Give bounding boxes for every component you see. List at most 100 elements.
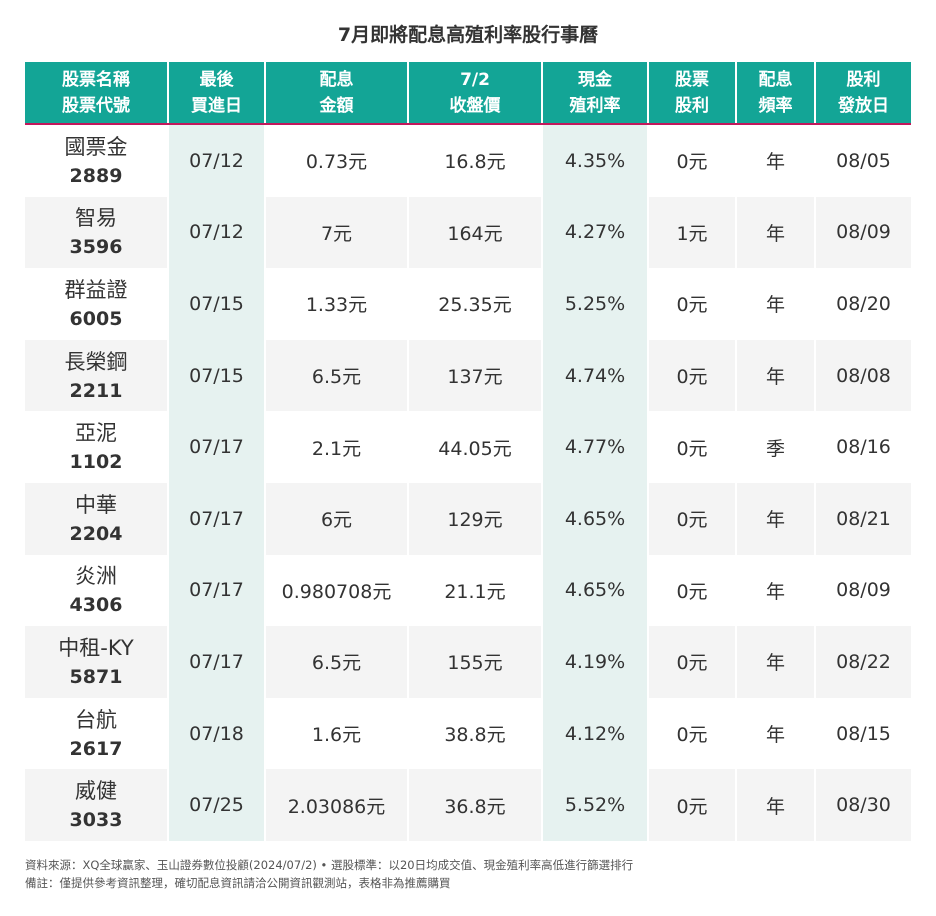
pay-date-cell: 08/09 (815, 554, 911, 627)
stock-dividend-cell: 0元 (648, 268, 737, 340)
header-close: 7/2 收盤價 (408, 62, 543, 125)
stock-dividend-cell: 0元 (648, 626, 737, 698)
stock-code: 2211 (69, 379, 123, 402)
stock-dividend-cell: 0元 (648, 554, 737, 627)
frequency-cell: 年 (736, 697, 816, 770)
table-row: 長榮鋼 2211 07/15 6.5元 137元 4.74% 0元年 08/08 (25, 339, 911, 412)
frequency-cell: 年 (736, 268, 816, 340)
last-buy-cell: 07/17 (168, 554, 266, 627)
pay-date-cell: 08/08 (815, 339, 911, 412)
close-price-cell: 38.8元 (408, 697, 543, 770)
yield-cell: 5.52% (542, 769, 649, 841)
stock-cell: 台航 2617 (25, 697, 169, 770)
dividend-cell: 0.73元 (265, 124, 409, 197)
dividend-cell: 1.6元 (265, 697, 409, 770)
close-price-cell: 25.35元 (408, 268, 543, 340)
stock-name: 智易 (75, 206, 117, 231)
stock-code: 4306 (69, 594, 123, 617)
stock-dividend-cell: 1元 (648, 196, 737, 269)
table-row: 亞泥 1102 07/17 2.1元 44.05元 4.77% 0元季 08/16 (25, 411, 911, 483)
dividend-cell: 7元 (265, 196, 409, 269)
last-buy-cell: 07/17 (168, 482, 266, 555)
pay-date-cell: 08/20 (815, 268, 911, 340)
stock-dividend-cell: 0元 (648, 124, 737, 197)
header-stock-dividend: 股票 股利 (648, 62, 737, 125)
close-price-cell: 155元 (408, 626, 543, 698)
last-buy-cell: 07/12 (168, 124, 266, 197)
dividend-table: 股票名稱 股票代號 最後 買進日 配息 金額 7/2 收盤價 現金 殖利率 股票 股利 配息… (25, 62, 911, 841)
header-frequency: 配息 頻率 (736, 62, 816, 125)
pay-date-cell: 08/30 (815, 769, 911, 841)
stock-dividend-cell: 0元 (648, 482, 737, 555)
stock-code: 5871 (69, 665, 123, 688)
header-stock: 股票名稱 股票代號 (25, 62, 169, 125)
pay-date-cell: 08/15 (815, 697, 911, 770)
source-note: 資料來源：XQ全球贏家、玉山證券數位投顧(2024/07/2) • 選股標準：以… (25, 858, 634, 872)
stock-cell: 群益證 6005 (25, 268, 169, 340)
stock-dividend-cell: 0元 (648, 339, 737, 412)
stock-name: 亞泥 (75, 421, 117, 446)
yield-cell: 4.35% (542, 124, 649, 197)
frequency-cell: 年 (736, 626, 816, 698)
table-row: 國票金 2889 07/12 0.73元 16.8元 4.35% 0元年 08/05 (25, 124, 911, 197)
last-buy-cell: 07/18 (168, 697, 266, 770)
stock-name: 長榮鋼 (64, 349, 128, 374)
yield-cell: 5.25% (542, 268, 649, 340)
frequency-cell: 季 (736, 411, 816, 483)
stock-cell: 炎洲 4306 (25, 554, 169, 627)
frequency-cell: 年 (736, 482, 816, 555)
close-price-cell: 16.8元 (408, 124, 543, 197)
stock-name: 威健 (75, 779, 117, 804)
last-buy-cell: 07/15 (168, 268, 266, 340)
header-pay-date: 股利 發放日 (815, 62, 911, 125)
close-price-cell: 137元 (408, 339, 543, 412)
frequency-cell: 年 (736, 554, 816, 627)
yield-cell: 4.77% (542, 411, 649, 483)
table-row: 台航 2617 07/18 1.6元 38.8元 4.12% 0元年 08/15 (25, 697, 911, 770)
header-last-buy: 最後 買進日 (168, 62, 266, 125)
table-row: 炎洲 4306 07/17 0.980708元 21.1元 4.65% 0元年 08/09 (25, 554, 911, 627)
frequency-cell: 年 (736, 124, 816, 197)
yield-cell: 4.27% (542, 196, 649, 269)
last-buy-cell: 07/17 (168, 411, 266, 483)
last-buy-cell: 07/25 (168, 769, 266, 841)
last-buy-cell: 07/17 (168, 626, 266, 698)
table-row: 威健 3033 07/25 2.03086元 36.8元 5.52% 0元年 08/30 (25, 769, 911, 841)
header-yield: 現金 殖利率 (542, 62, 649, 125)
stock-name: 中租-KY (58, 635, 134, 660)
stock-code: 2204 (69, 522, 123, 545)
stock-code: 1102 (69, 451, 123, 474)
yield-cell: 4.19% (542, 626, 649, 698)
frequency-cell: 年 (736, 769, 816, 841)
remark-note: 備註：僅提供參考資訊整理，確切配息資訊請洽公開資訊觀測站，表格非為推薦購買 (25, 876, 451, 890)
close-price-cell: 44.05元 (408, 411, 543, 483)
stock-code: 3596 (69, 236, 123, 259)
table-row: 智易 3596 07/12 7元 164元 4.27% 1元年 08/09 (25, 196, 911, 269)
close-price-cell: 129元 (408, 482, 543, 555)
stock-cell: 威健 3033 (25, 769, 169, 841)
dividend-cell: 1.33元 (265, 268, 409, 340)
stock-cell: 長榮鋼 2211 (25, 339, 169, 412)
stock-name: 國票金 (64, 134, 128, 159)
table-row: 中租-KY 5871 07/17 6.5元 155元 4.19% 0元年 08/22 (25, 626, 911, 698)
dividend-cell: 6元 (265, 482, 409, 555)
stock-dividend-cell: 0元 (648, 411, 737, 483)
table-row: 群益證 6005 07/15 1.33元 25.35元 5.25% 0元年 08/20 (25, 268, 911, 340)
pay-date-cell: 08/16 (815, 411, 911, 483)
stock-cell: 亞泥 1102 (25, 411, 169, 483)
dividend-cell: 0.980708元 (265, 554, 409, 627)
yield-cell: 4.74% (542, 339, 649, 412)
stock-name: 炎洲 (75, 564, 117, 589)
dividend-cell: 6.5元 (265, 339, 409, 412)
stock-name: 中華 (75, 492, 117, 517)
stock-dividend-cell: 0元 (648, 697, 737, 770)
table-row: 中華 2204 07/17 6元 129元 4.65% 0元年 08/21 (25, 482, 911, 555)
stock-code: 6005 (69, 307, 123, 330)
frequency-cell: 年 (736, 196, 816, 269)
last-buy-cell: 07/12 (168, 196, 266, 269)
close-price-cell: 164元 (408, 196, 543, 269)
pay-date-cell: 08/05 (815, 124, 911, 197)
page-title: 7月即將配息高殖利率股行事曆 (337, 24, 599, 46)
dividend-cell: 2.03086元 (265, 769, 409, 841)
stock-name: 群益證 (64, 277, 128, 302)
